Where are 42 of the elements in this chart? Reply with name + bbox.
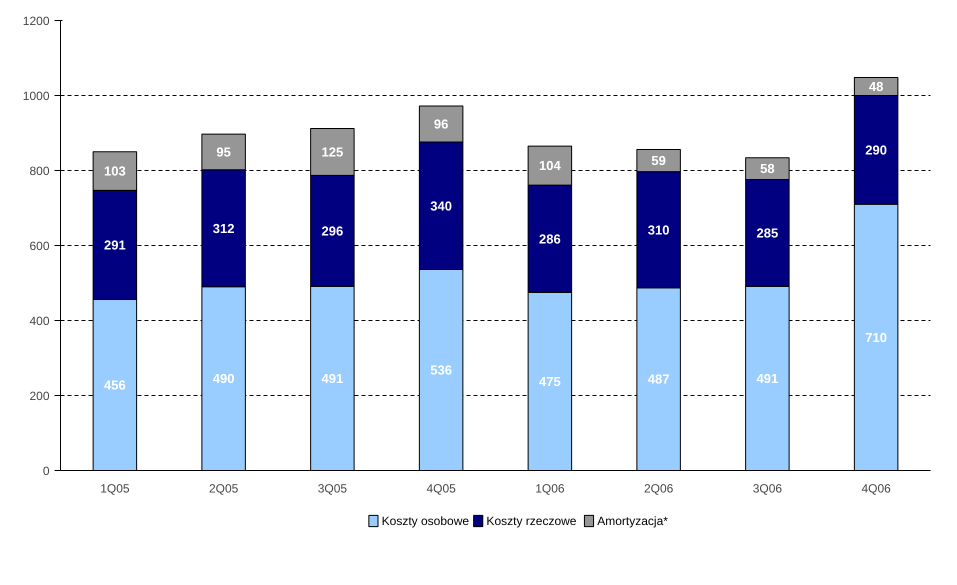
y-tick-label: 800 xyxy=(29,164,50,178)
data-label: 58 xyxy=(760,161,775,176)
x-tick-label: 3Q06 xyxy=(752,482,782,496)
y-tick-label: 600 xyxy=(29,239,50,253)
legend-label: Koszty rzeczowe xyxy=(486,514,577,528)
data-label: 125 xyxy=(322,144,344,160)
x-tick-label: 4Q05 xyxy=(426,482,456,496)
data-label: 710 xyxy=(865,330,887,345)
y-tick-label: 400 xyxy=(29,314,50,328)
data-label: 475 xyxy=(539,374,561,389)
y-tick-label: 0 xyxy=(42,464,50,478)
y-tick-label: 1000 xyxy=(22,89,50,103)
x-tick-label: 2Q06 xyxy=(644,482,674,496)
data-label: 103 xyxy=(104,164,126,179)
data-label: 104 xyxy=(539,158,562,174)
data-label: 491 xyxy=(322,370,344,386)
x-tick-label: 1Q05 xyxy=(100,482,130,496)
legend-label: Amortyzacja* xyxy=(597,514,668,528)
data-label: 96 xyxy=(434,116,448,132)
data-label: 310 xyxy=(648,222,670,238)
y-tick-label: 200 xyxy=(29,389,50,403)
data-label: 456 xyxy=(104,378,126,392)
x-tick-label: 1Q06 xyxy=(535,482,565,496)
data-label: 340 xyxy=(430,198,452,214)
data-label: 285 xyxy=(756,225,778,240)
data-label: 59 xyxy=(651,153,666,168)
data-label: 536 xyxy=(430,362,452,378)
data-label: 48 xyxy=(868,79,884,94)
data-label: 312 xyxy=(212,220,234,236)
data-label: 491 xyxy=(756,370,778,386)
data-label: 490 xyxy=(212,371,234,386)
data-label: 290 xyxy=(865,142,887,158)
data-label: 487 xyxy=(648,372,670,387)
data-label: 296 xyxy=(322,223,344,238)
data-label: 291 xyxy=(104,237,126,252)
y-tick-label: 1200 xyxy=(22,14,50,28)
data-label: 95 xyxy=(216,144,231,160)
x-tick-label: 2Q05 xyxy=(208,482,239,496)
x-tick-label: 4Q06 xyxy=(861,482,892,496)
legend-label: Koszty osobowe xyxy=(382,514,470,528)
x-tick-label: 3Q05 xyxy=(318,482,348,496)
data-label: 286 xyxy=(539,231,561,246)
